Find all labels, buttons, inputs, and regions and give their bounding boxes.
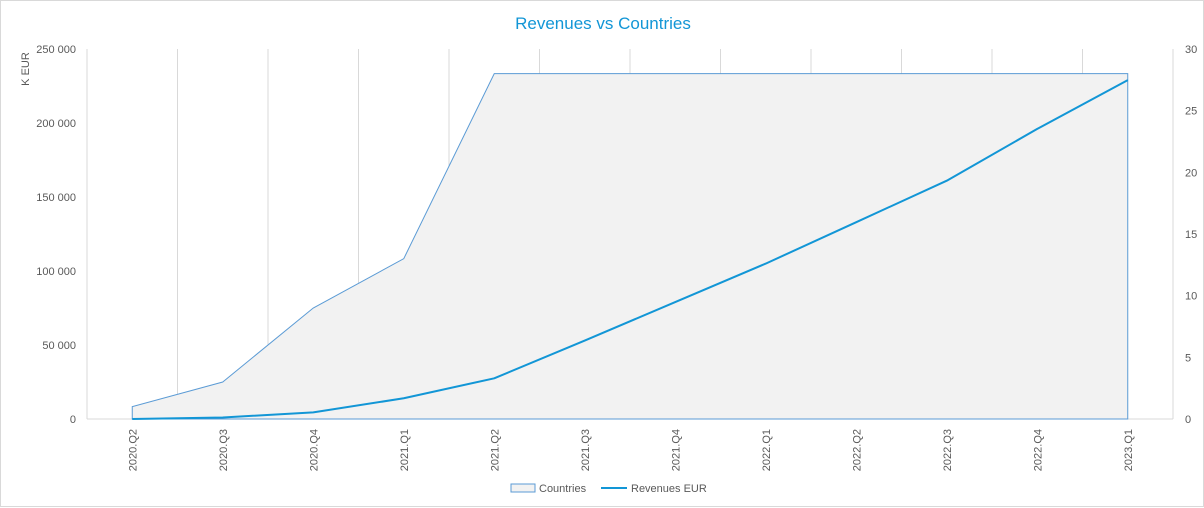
- x-tick-label: 2021.Q1: [399, 429, 411, 471]
- x-tick-label: 2020.Q4: [308, 429, 320, 471]
- legend-countries-swatch: [511, 484, 535, 492]
- x-tick-label: 2022.Q3: [942, 429, 954, 471]
- y-right-tick-label: 20: [1185, 167, 1197, 179]
- y-right-tick-label: 10: [1185, 291, 1197, 303]
- y-left-tick-label: 50 000: [42, 340, 76, 352]
- y-left-tick-label: 150 000: [36, 192, 76, 204]
- y-left-tick-label: 250 000: [36, 44, 76, 56]
- legend: Countries Revenues EUR: [511, 483, 707, 495]
- y-left-tick-label: 200 000: [36, 118, 76, 130]
- x-axis-ticks: 2020.Q2 2020.Q3 2020.Q4 2021.Q1 2021.Q2 2021.…: [127, 429, 1135, 471]
- countries-area-layer: [132, 74, 1128, 419]
- x-tick-label: 2020.Q3: [218, 429, 230, 471]
- x-tick-label: 2021.Q3: [580, 429, 592, 471]
- y-right-tick-label: 25: [1185, 106, 1197, 118]
- y-left-tick-label: 0: [70, 414, 76, 426]
- chart-title: Revenues vs Countries: [515, 14, 691, 33]
- x-tick-label: 2022.Q1: [761, 429, 773, 471]
- x-tick-label: 2023.Q1: [1123, 429, 1135, 471]
- x-tick-label: 2021.Q2: [489, 429, 501, 471]
- countries-area: [132, 74, 1128, 419]
- y-axis-right-ticks: 0 5 10 15 20 25 30: [1185, 44, 1197, 426]
- x-tick-label: 2022.Q4: [1032, 429, 1044, 471]
- y-right-tick-label: 15: [1185, 229, 1197, 241]
- y-right-tick-label: 5: [1185, 352, 1191, 364]
- x-tick-label: 2022.Q2: [851, 429, 863, 471]
- y-right-tick-label: 0: [1185, 414, 1191, 426]
- y-axis-left-label: K EUR: [20, 52, 32, 86]
- y-right-tick-label: 30: [1185, 44, 1197, 56]
- legend-revenues-label: Revenues EUR: [631, 483, 707, 495]
- x-tick-label: 2020.Q2: [127, 429, 139, 471]
- y-left-tick-label: 100 000: [36, 266, 76, 278]
- y-axis-left-ticks: 0 50 000 100 000 150 000 200 000 250 000: [36, 44, 76, 426]
- legend-countries-label: Countries: [539, 483, 587, 495]
- x-tick-label: 2021.Q4: [670, 429, 682, 471]
